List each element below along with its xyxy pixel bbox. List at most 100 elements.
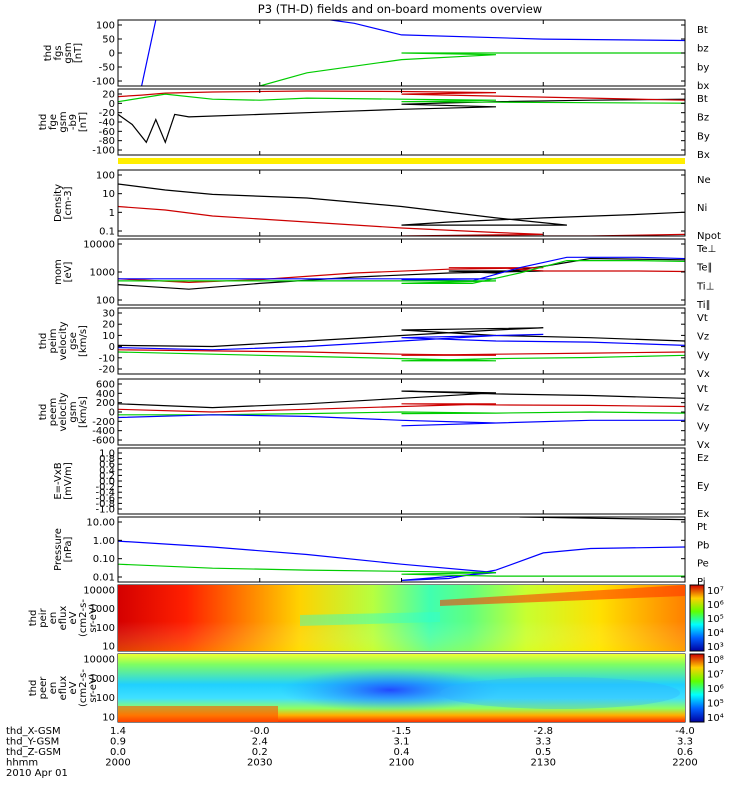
legend-entry-pressure-Pt: Pt <box>697 522 707 533</box>
y-axis-label-line: fgs <box>53 45 64 60</box>
legend-entry-fgs-bx: bx <box>697 81 709 92</box>
y-axis-label-fgs: thdfgsgsm[nT] <box>43 42 84 63</box>
axis-row-value: -0.0 <box>250 726 270 737</box>
y-axis-label-line: mom <box>53 259 64 285</box>
y-axis-label-line: gse <box>68 332 79 350</box>
y-tick-label-efield: -0.4 <box>95 488 115 499</box>
y-axis-label-line: gsm <box>63 42 74 63</box>
panels: 100500-50-100thdfgsgsm[nT]Btbzbybx200-20… <box>28 19 724 724</box>
y-tick-label-efield: 0.8 <box>99 454 115 465</box>
series-line-mom-Ti⊥ <box>118 256 685 282</box>
y-tick-label-efield: -0.6 <box>95 493 115 504</box>
series-line-peem-Vx <box>118 414 685 427</box>
y-tick-label-efield: 0.6 <box>99 460 115 471</box>
legend-entry-mom-Te∥: Te∥ <box>696 263 713 274</box>
legend-entry-density-Npot: Npot <box>697 231 721 242</box>
series-line-mom-Te⊥ <box>118 267 685 284</box>
y-tick-label-efield: -0.2 <box>95 482 115 493</box>
y-axis-label-line: (cm2-s- <box>78 599 89 637</box>
y-axis-label-line: (cm2-s- <box>78 669 89 707</box>
y-axis-label-density: Density[cm-3] <box>53 184 74 222</box>
y-tick-label-peir: 1000 <box>90 604 115 615</box>
axis-row-value: 2100 <box>389 758 414 769</box>
y-tick-label-peir: 10 <box>102 642 115 653</box>
y-tick-label-fge: -60 <box>99 127 115 138</box>
y-axis-label-line: [eV] <box>63 262 74 283</box>
y-tick-label-pressure: 10.00 <box>86 518 115 529</box>
y-tick-label-peim: 0 <box>109 342 115 353</box>
y-axis-label-line: [cm-3] <box>63 186 74 219</box>
axis-row-value: 3.1 <box>394 737 410 748</box>
colorbar-tick-peir: 10⁵ <box>707 614 724 625</box>
y-axis-label-peem: thdpeemvelocitygsm[km/s] <box>38 392 89 431</box>
y-tick-label-peem: -200 <box>92 417 115 428</box>
y-tick-label-peer: 100 <box>96 693 115 704</box>
y-axis-label-peim: thdpeimvelocitygse[km/s] <box>38 321 89 360</box>
y-tick-label-peim: 20 <box>102 320 115 331</box>
y-tick-label-peem: 0 <box>109 408 115 419</box>
ephemeris-axis-table: thd_X-GSM 1.4 -0.0 -1.5 -2.8 -4.0 thd_Y-GSM 0.9… <box>6 726 698 769</box>
y-tick-label-fgs: 100 <box>96 21 115 32</box>
series-group-peim <box>118 327 685 362</box>
series-line-fge-Bt <box>118 96 685 145</box>
legend-entry-efield-Ez: Ez <box>697 453 709 464</box>
y-tick-label-fgs: 0 <box>109 49 115 60</box>
colorbar-tick-peer: 10⁵ <box>707 699 724 710</box>
legend-entry-efield-Ey: Ey <box>697 481 709 492</box>
series-group-peem <box>118 390 685 427</box>
y-tick-label-fge: 0 <box>109 99 115 110</box>
legend-entry-mom-Te⊥: Te⊥ <box>696 244 716 255</box>
y-axis-label-line: [km/s] <box>78 396 89 428</box>
legend-entry-peim-Vy: Vy <box>697 350 710 361</box>
y-tick-label-efield: -0.8 <box>95 499 115 510</box>
legend-entry-fge-By: By <box>697 131 710 142</box>
colorbar-tick-peir: 10⁶ <box>707 600 724 611</box>
y-tick-label-efield: 0.4 <box>99 465 115 476</box>
colorbar-tick-peir: 10⁷ <box>707 586 724 597</box>
series-group-mom <box>118 256 685 290</box>
legend-entry-mom-Ti⊥: Ti⊥ <box>696 281 714 292</box>
series-line-density-Ni <box>118 183 685 226</box>
peer-spectrogram <box>118 654 685 722</box>
axis-row-label: hhmm <box>6 758 38 769</box>
panel-fgs: 100 50 0 -50 -100 thdfgsgsm[nT] Bt bz by bx <box>43 19 709 92</box>
axis-row-value: 0.0 <box>110 747 126 758</box>
panel-pressure: 10.00 1.00 0.10 0.01 Pressure[nPa] Pt Pb Pe Pi <box>53 516 709 588</box>
axis-row-label: thd_X-GSM <box>6 726 61 737</box>
axis-row-value: -1.5 <box>392 726 412 737</box>
y-tick-label-peim: 30 <box>102 309 115 320</box>
y-axis-label-line: thd <box>38 333 49 350</box>
y-axis-label-line: eV <box>68 681 79 694</box>
y-axis-label-line: peem <box>48 398 59 426</box>
axis-row-value: 1.4 <box>110 726 126 737</box>
y-tick-label-peer: 10 <box>102 713 115 724</box>
frame-pressure <box>117 516 686 583</box>
frame-efield <box>117 447 686 515</box>
axis-row-value: 2030 <box>247 758 272 769</box>
y-tick-label-peem: 600 <box>96 380 115 391</box>
legend-entry-density-Ne: Ne <box>697 175 711 186</box>
y-tick-label-density: 10 <box>102 189 115 200</box>
y-axis-label-line: thd <box>43 45 54 62</box>
y-tick-label-mom: 1000 <box>90 268 115 279</box>
y-axis-label-line: thd <box>28 610 39 627</box>
axis-row-value: -2.8 <box>533 726 553 737</box>
y-axis-label-line: [nPa] <box>63 536 74 562</box>
y-tick-label-peir: 100 <box>96 623 115 634</box>
y-axis-label-line: [mV/m] <box>63 462 74 500</box>
y-axis-label-line: fge <box>48 114 59 130</box>
y-axis-label-line: velocity <box>58 321 69 360</box>
y-axis-label-line: thd <box>38 404 49 421</box>
series-line-fgs-bx <box>141 20 685 86</box>
panel-peem: 6004002000-200-400-600thdpeemvelocitygsm… <box>38 378 710 451</box>
y-tick-label-peer: 1000 <box>90 674 115 685</box>
series-group-fge <box>118 90 685 145</box>
y-tick-label-efield: 0.0 <box>99 477 115 488</box>
y-axis-label-line: eV <box>68 611 79 624</box>
y-tick-label-efield: -1.0 <box>95 505 115 516</box>
y-tick-label-peem: -400 <box>92 426 115 437</box>
series-line-pressure-Pt <box>519 517 685 523</box>
series-line-mom-Ti∥ <box>118 260 685 284</box>
legend-entry-peem-Vy: Vy <box>697 421 710 432</box>
